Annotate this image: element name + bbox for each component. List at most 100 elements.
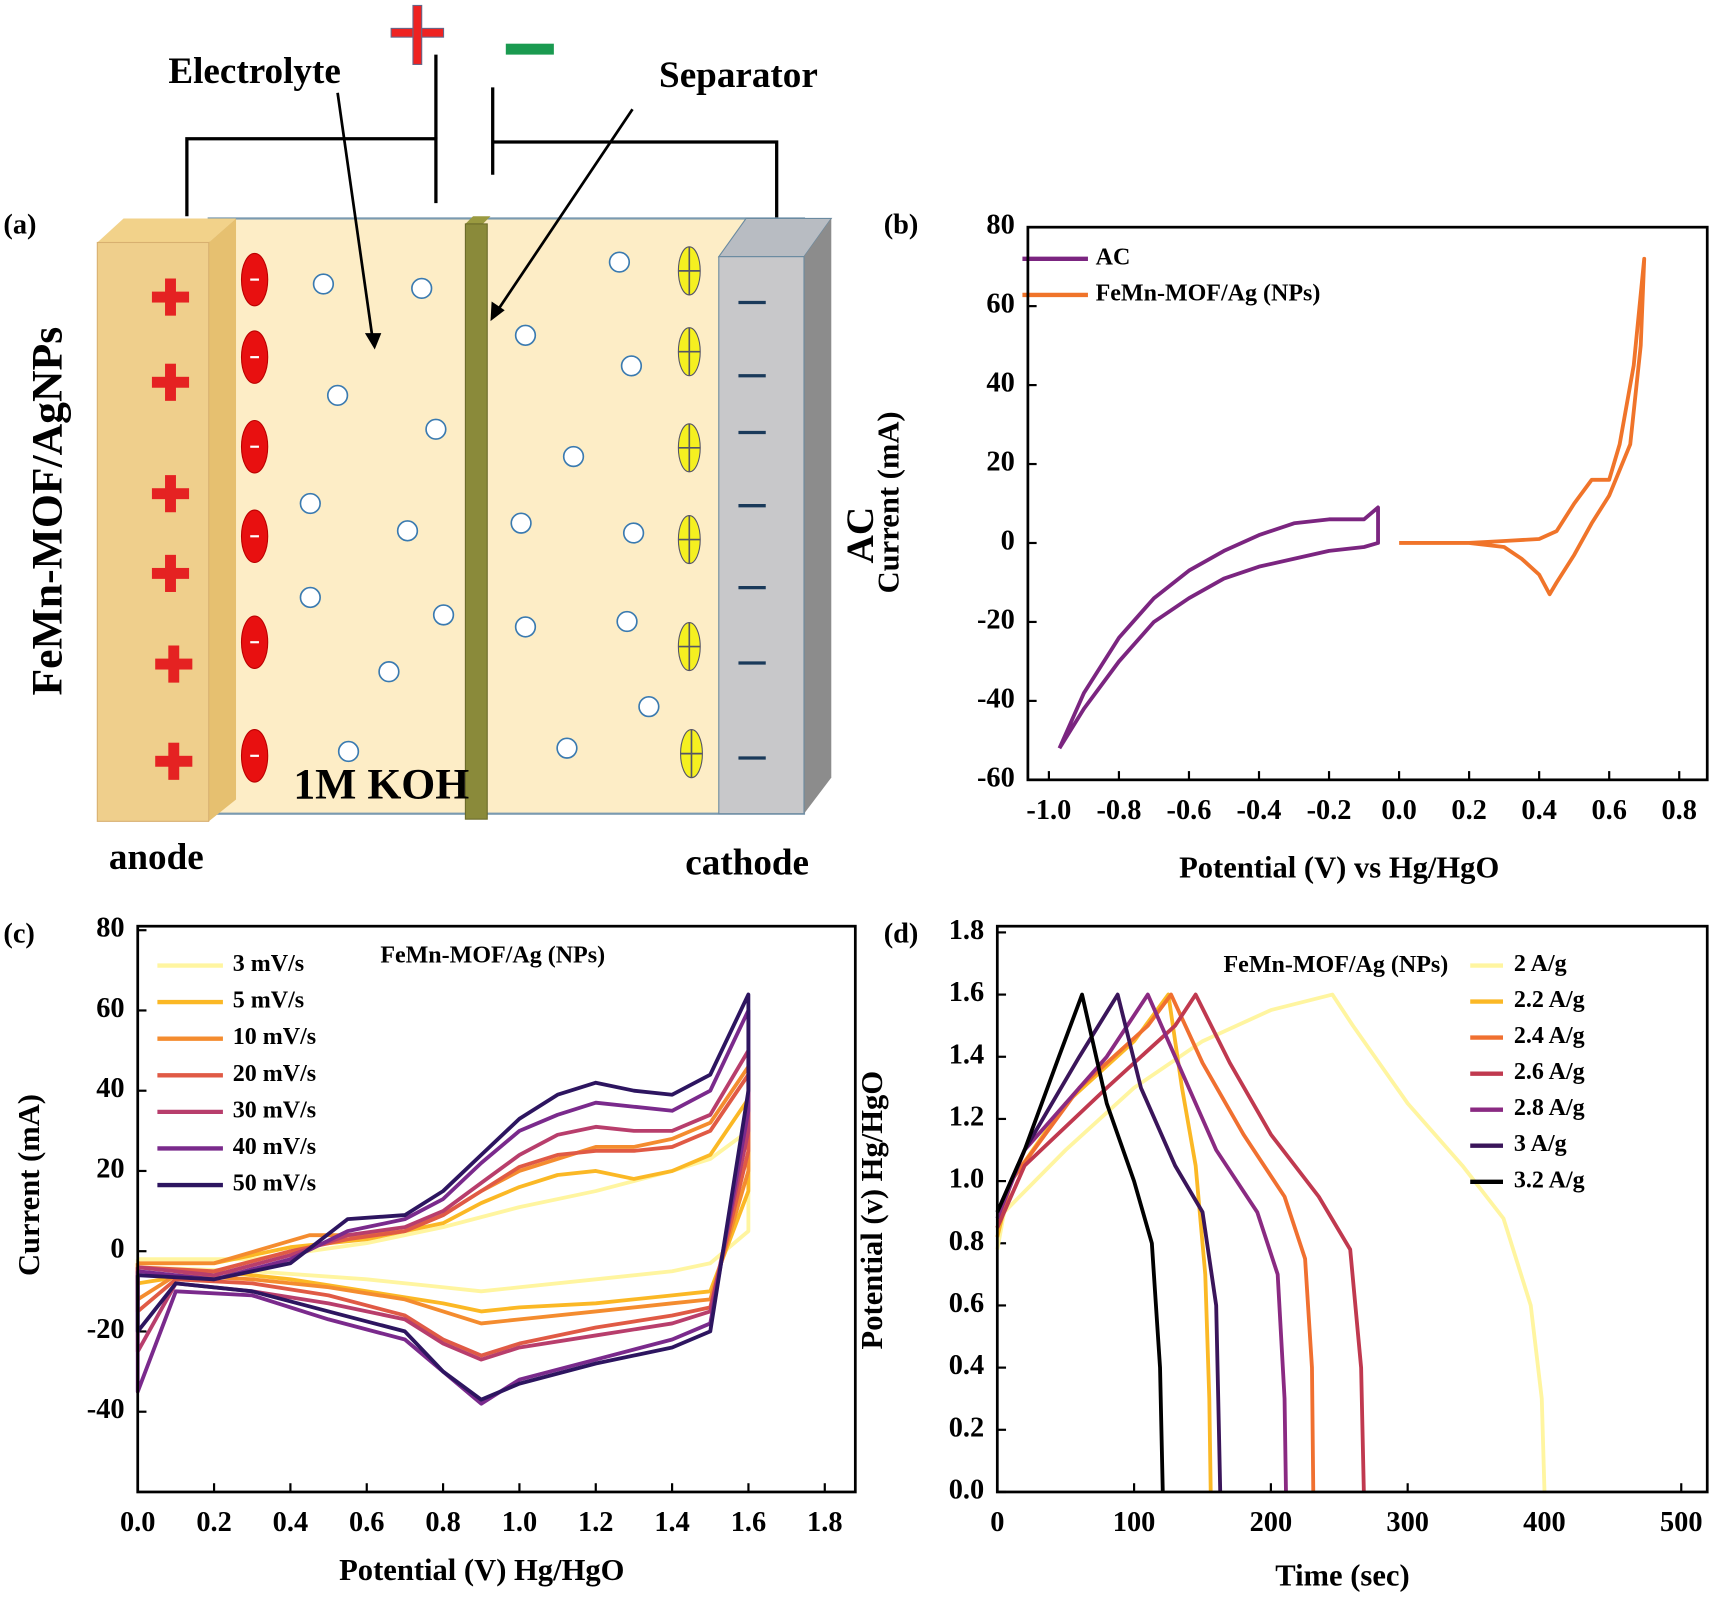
plus-icon: [165, 554, 176, 592]
legend-label: 2.4 A/g: [1514, 1023, 1585, 1049]
y-tick-label: 0.4: [949, 1350, 984, 1381]
separator-label: Separator: [659, 55, 818, 96]
y-tick-label: 80: [96, 913, 124, 944]
water-molecule: [378, 661, 400, 683]
y-tick-label: 1.0: [949, 1164, 984, 1195]
x-axis-label: Potential (V) Hg/HgO: [339, 1553, 624, 1587]
water-molecule: [299, 586, 321, 609]
x-tick-label: -0.2: [1307, 795, 1352, 826]
water-molecule: [425, 418, 447, 440]
minus-sign: [505, 43, 554, 55]
x-tick-label: 0.4: [1521, 795, 1556, 826]
water-molecule: [514, 616, 537, 638]
x-tick-label: 0.6: [1591, 795, 1626, 826]
series-line: [135, 1128, 751, 1294]
legend-label: 20 mV/s: [233, 1061, 316, 1087]
arrow: [336, 92, 374, 339]
plot-frame: [136, 924, 857, 1494]
anode-label: anode: [109, 837, 204, 878]
y-axis-label: Current (mA): [12, 1094, 46, 1276]
water-molecule: [638, 696, 660, 718]
cathode-side: [803, 218, 832, 814]
legend-label: 30 mV/s: [233, 1097, 316, 1123]
water-molecule: [556, 737, 578, 759]
y-tick-label: 80: [986, 210, 1014, 241]
series-line: [1399, 256, 1647, 597]
anode-top: [97, 218, 237, 243]
plus-icon: [168, 742, 180, 780]
x-tick-label: 300: [1386, 1507, 1429, 1538]
series-line: [995, 992, 1223, 1493]
y-tick-label: 0.8: [949, 1226, 984, 1257]
ions: [151, 246, 766, 783]
plot-frame: [995, 924, 1709, 1494]
legend-label: 40 mV/s: [233, 1134, 316, 1160]
y-axis-label: Current (mA): [871, 411, 905, 593]
water-molecule: [616, 610, 638, 633]
x-tick-label: -0.6: [1167, 795, 1212, 826]
y-tick-label: 1.8: [949, 915, 984, 946]
separator-top: [465, 216, 491, 224]
y-axis-label: Potential (v) Hg/HgO: [855, 1071, 889, 1350]
legend-label: 3 mV/s: [233, 951, 304, 977]
legend-label: AC: [1096, 244, 1131, 270]
chart-panel: (b) -1.0 -0.8 -0.6 -0.4 -0.2 0.0 0.2 0.4 0.6 0.8 -6…: [871, 210, 1709, 885]
x-axis-label: Time (sec): [1275, 1558, 1409, 1592]
anode-side: [208, 218, 237, 822]
plus-icon: [165, 475, 176, 513]
chart-panel: (d) 0 100 200 300 400 500 0.0 0.2 0.4 0.6 0.8 1.0 1.2…: [855, 915, 1709, 1592]
series-line: [135, 1064, 751, 1326]
water-molecule: [337, 740, 360, 763]
y-tick-label: -40: [87, 1394, 125, 1425]
x-tick-label: -0.8: [1096, 795, 1141, 826]
x-tick-label: 0.0: [120, 1507, 155, 1538]
x-tick-label: 1.6: [731, 1507, 766, 1538]
x-tick-label: 0.6: [349, 1507, 384, 1538]
y-tick-label: 0.2: [949, 1412, 984, 1443]
arrowhead: [490, 301, 505, 322]
series-line: [995, 992, 1288, 1492]
legend-label: 10 mV/s: [233, 1024, 316, 1050]
x-tick-label: 0.8: [1661, 795, 1696, 826]
series-line: [995, 992, 1316, 1492]
y-tick-label: 20: [986, 447, 1014, 478]
legend-label: 2 A/g: [1514, 951, 1567, 977]
arrowhead: [364, 333, 382, 350]
series-line: [135, 1072, 751, 1358]
x-tick-label: 1.8: [807, 1507, 842, 1538]
water-molecule: [312, 273, 335, 295]
annotation: FeMn-MOF/Ag (NPs): [1224, 952, 1449, 978]
y-tick-label: 1.2: [949, 1101, 984, 1132]
y-tick-label: -60: [977, 762, 1015, 793]
x-tick-label: 400: [1523, 1507, 1566, 1538]
electrolyte-box: [207, 217, 806, 815]
y-tick-label: -20: [87, 1314, 125, 1345]
series-line: [1057, 505, 1380, 750]
panel-label: (d): [884, 919, 919, 950]
y-tick-label: 40: [986, 368, 1014, 399]
plot-frame: [1026, 225, 1709, 782]
x-tick-label: 100: [1113, 1507, 1156, 1538]
x-tick-label: 0.2: [1451, 795, 1486, 826]
series-line: [995, 992, 1366, 1493]
y-tick-label: 40: [96, 1073, 124, 1104]
y-tick-label: 0: [110, 1234, 124, 1265]
x-tick-label: 1.2: [578, 1507, 613, 1538]
chart-panel: (c) 0.0 0.2 0.4 0.6 0.8 1.0 1.2 1.4 1.6 1.8 -40 -20 0…: [3, 913, 857, 1587]
x-tick-label: -0.4: [1237, 795, 1282, 826]
panel-label: (a): [3, 210, 36, 241]
annotation: FeMn-MOF/Ag (NPs): [380, 942, 605, 968]
x-tick-label: 0.2: [196, 1507, 231, 1538]
series-line: [995, 992, 1547, 1493]
series-line: [135, 992, 751, 1402]
wire: [185, 137, 438, 217]
y-tick-label: 0.0: [949, 1474, 984, 1505]
legend-label: FeMn-MOF/Ag (NPs): [1096, 280, 1321, 306]
anode: [96, 241, 210, 822]
wire: [492, 140, 779, 219]
water-molecule: [299, 492, 321, 515]
legend-label: 3.2 A/g: [1514, 1167, 1585, 1193]
x-tick-label: 0.8: [425, 1507, 460, 1538]
